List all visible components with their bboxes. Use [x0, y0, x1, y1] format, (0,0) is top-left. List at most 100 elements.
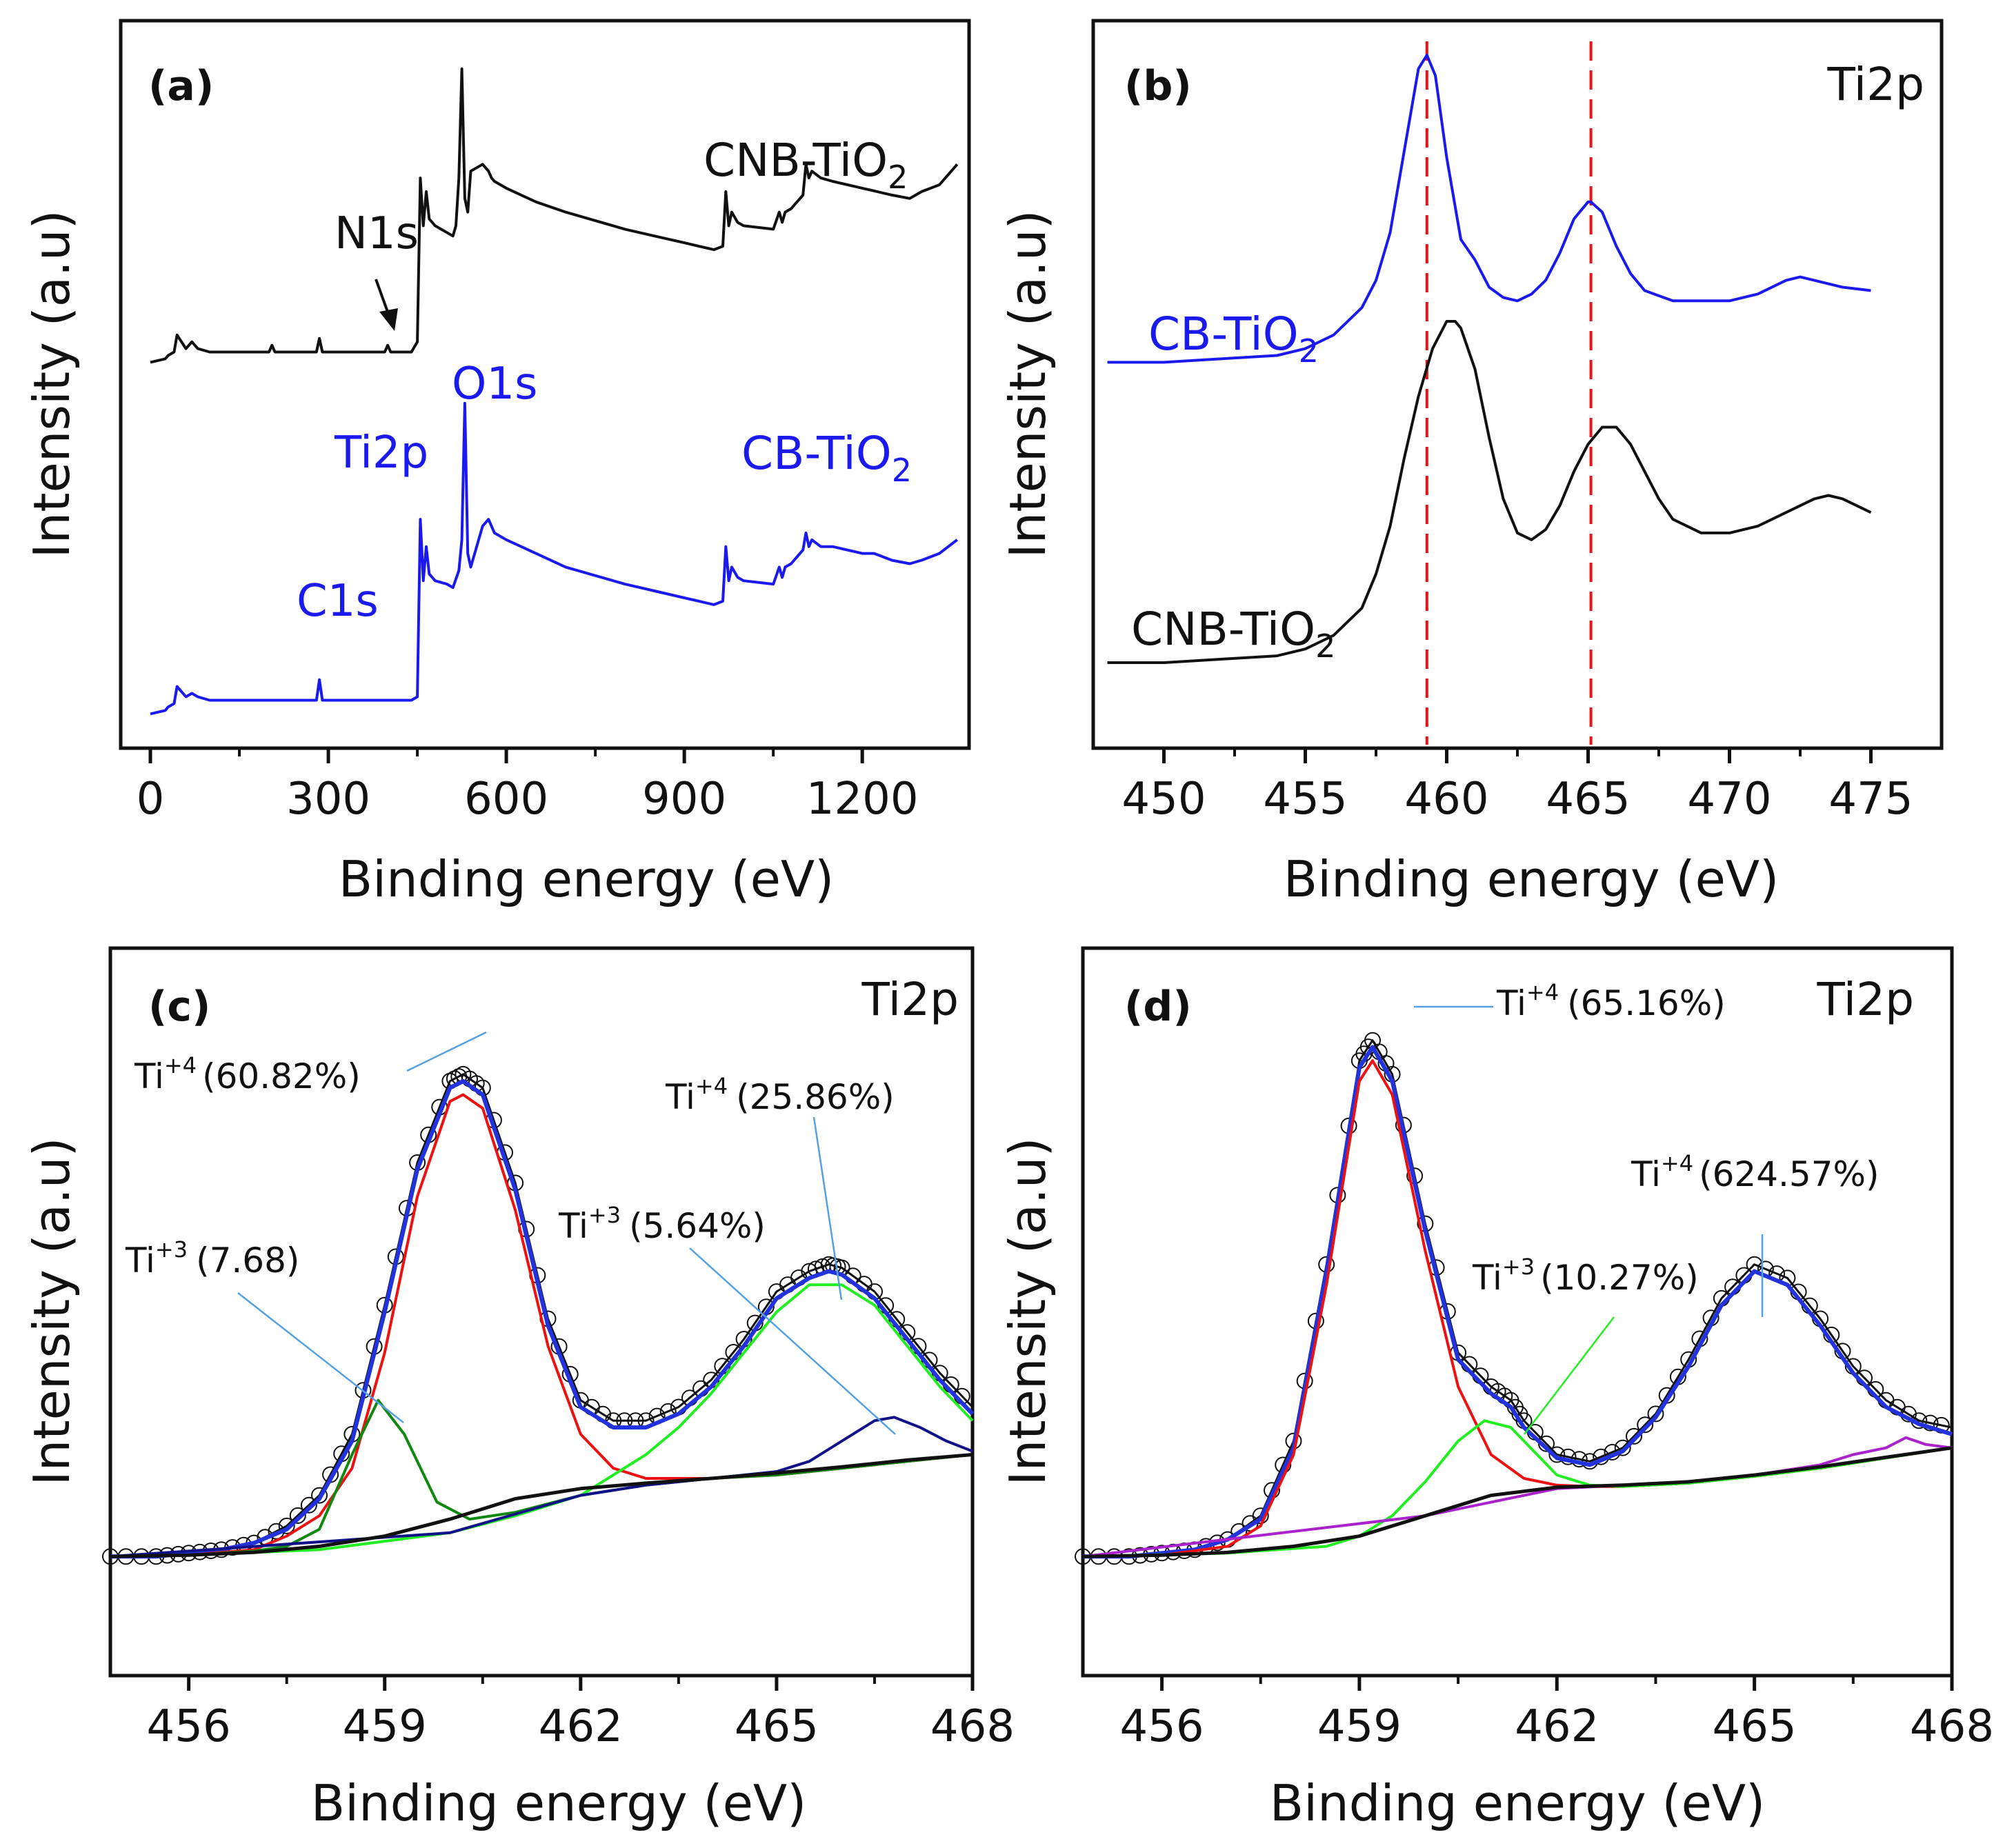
panel-a-xlabel: Binding energy (eV)	[339, 850, 834, 908]
x-tick-label: 465	[1713, 1701, 1797, 1752]
x-tick-label: 465	[1546, 774, 1630, 825]
series-line-cb-tio2	[150, 401, 959, 716]
x-tick-label: 456	[147, 1701, 231, 1752]
data-point-marker	[1922, 1414, 1939, 1432]
series-line-ti-3-5-64	[110, 1416, 973, 1558]
annotation-c-ti4-main: Ti+4 (60.82%)	[134, 1052, 361, 1096]
x-tick-label: 450	[1121, 774, 1206, 825]
x-tick-label: 1200	[806, 774, 919, 825]
series-line-cnb-tio2	[150, 67, 959, 364]
leader-d-ti3	[1524, 1316, 1615, 1435]
panel-a-ylabel: Intensity (a.u)	[23, 210, 81, 558]
data-point-marker	[300, 1496, 317, 1514]
annotation-c-ti3-second: Ti+3 (5.64%)	[558, 1202, 766, 1246]
series-line-ti-4-60-82	[110, 1093, 973, 1558]
panel-b-cb-main: CB-TiO	[1148, 308, 1299, 361]
panel-d-title: Ti2p	[1816, 973, 1914, 1026]
data-point-marker	[1626, 1427, 1642, 1445]
panel-c-leader-lines	[237, 1031, 896, 1435]
series-line-fitted-envelope	[110, 1078, 975, 1559]
panel-b-series	[1107, 53, 1872, 664]
panel-a-cnb-main: CNB-TiO	[704, 134, 888, 187]
x-tick-label: 462	[1515, 1701, 1599, 1752]
annotation-c-ti3-main: Ti+3 (7.68)	[125, 1236, 299, 1280]
panel-b: 450 455 460 465 470 475 (b) Ti2p CB-TiO2 CNB-…	[999, 19, 1944, 908]
panel-b-reference-lines	[1425, 41, 1593, 745]
data-point-marker	[1548, 1446, 1566, 1463]
panel-c: 456 459 462 465 468 (c) Ti2p Ti+4 (60.82%) Ti…	[23, 946, 1015, 1832]
panel-b-label: (b)	[1124, 62, 1192, 110]
n1s-arrow	[375, 279, 398, 331]
annotation-c1s: C1s	[297, 576, 379, 627]
annotation-n1s: N1s	[335, 208, 419, 259]
panel-b-xlabel: Binding energy (eV)	[1284, 850, 1779, 908]
panel-a-label: (a)	[148, 62, 214, 110]
panel-a-cnb-sub: 2	[888, 159, 908, 196]
x-tick-label: 475	[1828, 774, 1913, 825]
annotation-d-ti4-main: Ti+4 (65.16%)	[1496, 979, 1726, 1023]
x-tick-label: 0	[137, 774, 165, 825]
panel-a-series-label-cnb: CNB-TiO2	[704, 134, 908, 196]
x-tick-label: 460	[1404, 774, 1488, 825]
annotation-c-ti4-second: Ti+4 (25.86%)	[665, 1073, 895, 1117]
x-tick-label: 900	[642, 774, 726, 825]
panel-b-cnb-sub: 2	[1315, 627, 1335, 665]
panel-d-series	[1075, 1032, 1953, 1565]
panel-d-xlabel: Binding energy (eV)	[1270, 1774, 1765, 1832]
series-line-cb-tio2	[1107, 53, 1871, 364]
data-point-marker	[1614, 1439, 1631, 1456]
panel-b-title: Ti2p	[1826, 58, 1924, 111]
leader-c-ti4-b	[812, 1116, 843, 1300]
panel-c-xlabel: Binding energy (eV)	[311, 1774, 806, 1832]
x-tick-label: 300	[286, 774, 370, 825]
panel-a-ticks: 0 300 600 900 1200	[137, 748, 919, 825]
x-tick-label: 462	[539, 1701, 623, 1752]
panel-a-cb-main: CB-TiO	[741, 427, 892, 480]
annotation-o1s: O1s	[452, 359, 537, 410]
panel-c-title: Ti2p	[861, 973, 959, 1026]
leader-c-ti3-a	[237, 1292, 404, 1423]
panel-b-ticks: 450 455 460 465 470 475	[1121, 748, 1913, 825]
series-line-experimental	[1083, 1039, 1953, 1558]
data-point-marker	[1637, 1416, 1654, 1434]
data-point-marker	[289, 1507, 306, 1524]
x-tick-label: 470	[1687, 774, 1771, 825]
series-line-cnb-tio2	[1107, 320, 1872, 664]
series-line-background	[1082, 1446, 1953, 1558]
panel-a-series-label-cb: CB-TiO2	[741, 427, 912, 489]
panel-d-leader-lines	[1414, 1005, 1764, 1435]
panel-d: 456 459 462 465 468 (d) Ti2p Ti+4 (65.16%) Ti…	[999, 946, 1994, 1832]
panel-d-ylabel: Intensity (a.u)	[999, 1137, 1057, 1485]
x-tick-label: 600	[464, 774, 548, 825]
panel-b-cnb-main: CNB-TiO	[1131, 603, 1315, 656]
leader-c-ti3-b	[689, 1247, 896, 1435]
data-point-marker	[311, 1487, 328, 1504]
panel-a-series	[150, 67, 959, 716]
annotation-ti2p: Ti2p	[334, 428, 428, 479]
series-line-ti-3-7-68	[110, 1398, 973, 1558]
panel-a-frame	[119, 19, 971, 750]
x-tick-label: 455	[1263, 774, 1347, 825]
series-line-ti-4-25-86	[110, 1283, 974, 1558]
panel-c-label: (c)	[148, 983, 210, 1031]
series-line-ti-4-624-57	[1082, 1436, 1953, 1558]
series-line-fitted-envelope	[1083, 1045, 1953, 1559]
panel-d-label: (d)	[1124, 983, 1192, 1031]
leader-c-ti4-a	[406, 1031, 487, 1072]
panel-c-ylabel: Intensity (a.u)	[23, 1137, 81, 1485]
x-tick-label: 459	[343, 1701, 427, 1752]
annotation-d-ti4-second: Ti+4 (624.57%)	[1631, 1150, 1880, 1194]
panel-a: 0 300 600 900 1200 (a) CNB-TiO2 CB-TiO2 N1s …	[23, 19, 971, 908]
x-tick-label: 468	[930, 1701, 1015, 1752]
panel-c-frame	[108, 946, 975, 1678]
annotation-d-ti3: Ti+3 (10.27%)	[1472, 1254, 1699, 1298]
panel-b-ylabel: Intensity (a.u)	[999, 210, 1057, 558]
panel-b-cb-sub: 2	[1299, 332, 1319, 370]
x-tick-label: 468	[1910, 1701, 1994, 1752]
panel-d-frame	[1081, 946, 1954, 1678]
x-tick-label: 465	[735, 1701, 819, 1752]
series-line-ti-4-65-16	[1082, 1059, 1953, 1558]
panel-a-cb-sub: 2	[892, 452, 912, 489]
panel-c-series	[102, 1065, 975, 1565]
